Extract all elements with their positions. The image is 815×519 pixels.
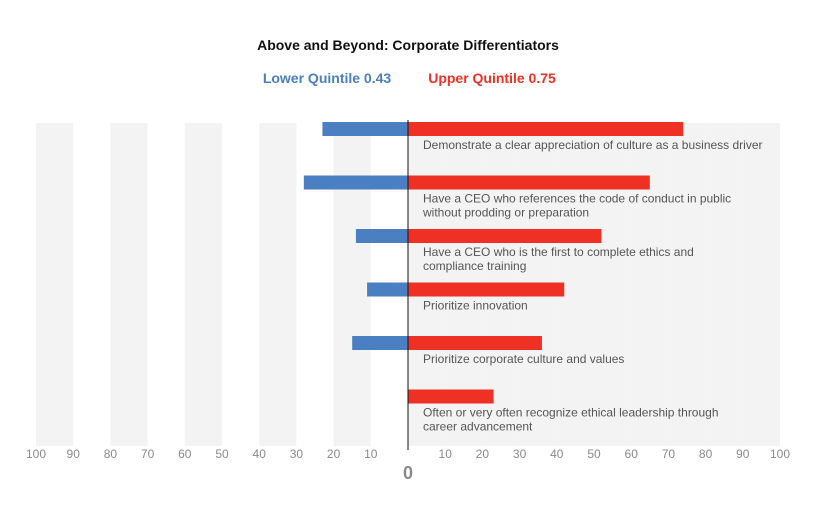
band-left (184, 123, 222, 446)
bar-upper-quintile (408, 336, 542, 350)
band-left (36, 123, 74, 446)
category-label-line: compliance training (423, 259, 526, 273)
category-label: Have a CEO who is the first to complete … (423, 245, 694, 273)
bar-lower-quintile (352, 336, 408, 350)
x-tick-label: 90 (67, 447, 81, 461)
category-label-line: Prioritize corporate culture and values (423, 352, 624, 366)
category-label-line: Demonstrate a clear appreciation of cult… (423, 138, 763, 152)
x-tick-label: 90 (736, 447, 750, 461)
bar-upper-quintile (408, 389, 494, 404)
category-label: Often or very often recognize ethical le… (423, 406, 719, 434)
category-label-line: Often or very often recognize ethical le… (423, 406, 719, 420)
band-right (668, 123, 706, 446)
band-left (333, 123, 371, 446)
x-tick-label: 80 (104, 447, 118, 461)
x-tick-label: 20 (476, 447, 490, 461)
x-tick-label: 30 (513, 447, 527, 461)
bar-lower-quintile (322, 122, 408, 136)
x-tick-label: 80 (699, 447, 713, 461)
band-left (110, 123, 148, 446)
x-tick-label: 10 (364, 447, 378, 461)
category-label-line: Have a CEO who references the code of co… (423, 192, 731, 206)
category-label: Demonstrate a clear appreciation of cult… (423, 138, 763, 152)
category-label-line: Have a CEO who is the first to complete … (423, 245, 694, 259)
category-label-line: career advancement (423, 420, 533, 434)
bars (303, 122, 684, 404)
category-label-line: without prodding or preparation (422, 206, 589, 220)
band-left (631, 123, 669, 446)
category-labels: Demonstrate a clear appreciation of cult… (422, 138, 763, 434)
x-tick-label: 50 (215, 447, 229, 461)
category-label: Prioritize innovation (423, 299, 528, 313)
bar-upper-quintile (408, 229, 602, 243)
x-tick-label: 40 (550, 447, 564, 461)
x-tick-label: 70 (662, 447, 676, 461)
legend-upper-quintile: Upper Quintile 0.75 (428, 70, 556, 86)
x-tick-label: 40 (253, 447, 267, 461)
bar-lower-quintile (355, 229, 408, 243)
x-tick-label: 50 (587, 447, 601, 461)
band-right (742, 123, 780, 446)
zero-tick-label: 0 (403, 463, 413, 483)
x-tick-label: 100 (770, 447, 790, 461)
category-label-line: Prioritize innovation (423, 299, 528, 313)
category-label: Have a CEO who references the code of co… (422, 192, 731, 220)
bar-upper-quintile (408, 122, 684, 136)
x-tick-label: 20 (327, 447, 341, 461)
chart-title: Above and Beyond: Corporate Differentiat… (257, 37, 559, 53)
x-tick-label: 60 (178, 447, 192, 461)
bar-lower-quintile (303, 175, 408, 190)
category-label: Prioritize corporate culture and values (423, 352, 624, 366)
bar-lower-quintile (367, 282, 408, 297)
x-tick-label: 100 (26, 447, 46, 461)
legend-lower-quintile: Lower Quintile 0.43 (263, 70, 392, 86)
band-left (259, 123, 297, 446)
x-tick-label: 70 (141, 447, 155, 461)
bar-upper-quintile (408, 175, 650, 190)
x-tick-label: 60 (625, 447, 639, 461)
band-left (705, 123, 743, 446)
x-axis-ticks: 100 90 80 70 60 50 40 30 20 10 10 20 30 40 50 60 70 80 90 1… (26, 447, 790, 461)
x-tick-label: 10 (439, 447, 453, 461)
band-right (594, 123, 632, 446)
bar-upper-quintile (408, 282, 565, 297)
x-tick-label: 30 (290, 447, 304, 461)
